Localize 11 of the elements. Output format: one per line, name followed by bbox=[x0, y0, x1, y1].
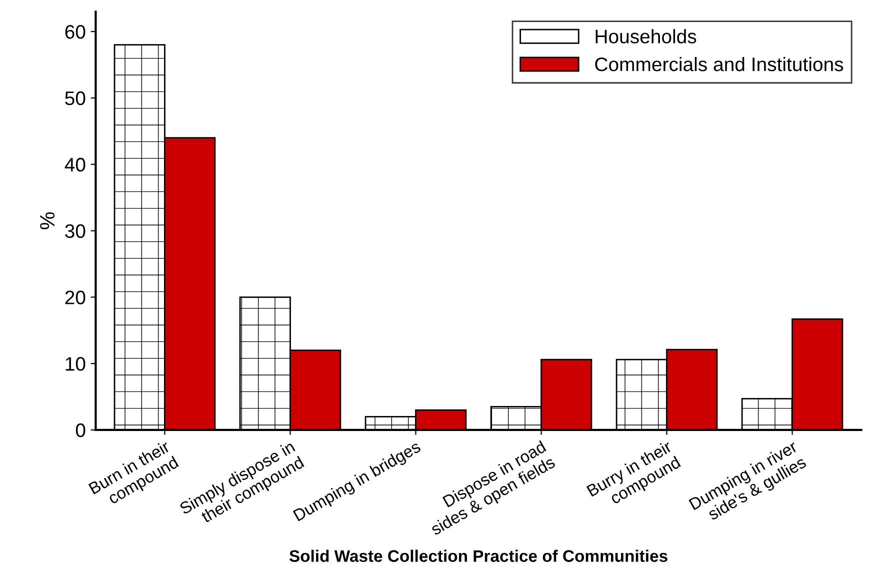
y-tick-label: 60 bbox=[65, 25, 86, 39]
legend-label: Households bbox=[596, 29, 696, 44]
y-axis-title: % bbox=[40, 212, 55, 230]
y-tick-label: 30 bbox=[65, 224, 86, 238]
y-tick-label: 10 bbox=[66, 357, 86, 371]
x-axis-title: Solid Waste Collection Practice of Communities bbox=[289, 550, 668, 562]
y-tick-label: 0 bbox=[76, 423, 86, 438]
y-tick-label: 20 bbox=[65, 290, 86, 304]
legend-label: Commercials and Institutions bbox=[595, 56, 844, 72]
y-tick-label: 50 bbox=[65, 91, 86, 106]
y-tick-label: 40 bbox=[64, 158, 86, 172]
